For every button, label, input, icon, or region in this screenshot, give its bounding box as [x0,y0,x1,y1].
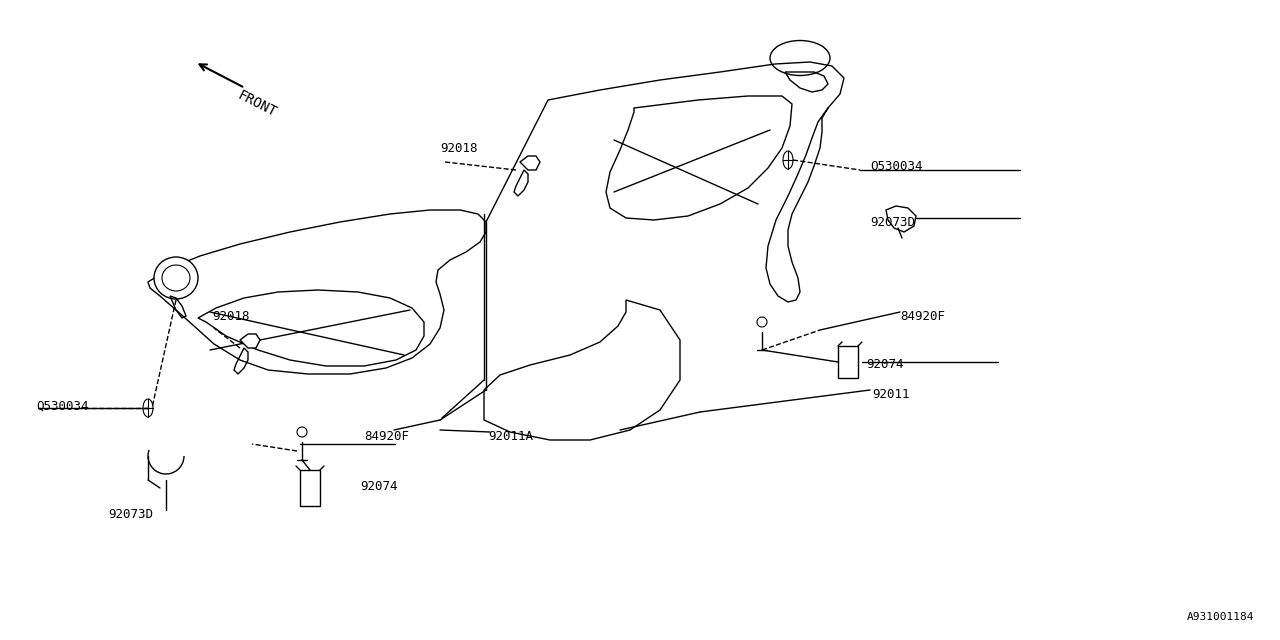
Text: 92018: 92018 [440,141,477,154]
Text: 92074: 92074 [867,358,904,371]
Ellipse shape [143,399,154,417]
Text: FRONT: FRONT [236,88,279,120]
Ellipse shape [756,317,767,327]
Text: 92073D: 92073D [108,508,154,520]
Ellipse shape [154,257,198,299]
Text: 92074: 92074 [360,479,398,493]
Polygon shape [241,334,260,348]
Polygon shape [520,156,540,170]
Ellipse shape [297,427,307,437]
Text: Q530034: Q530034 [870,159,923,173]
Ellipse shape [783,151,794,169]
Text: 92011A: 92011A [488,429,532,442]
Text: 92011: 92011 [872,388,910,401]
Text: 92073D: 92073D [870,216,915,228]
Text: 92018: 92018 [212,310,250,323]
Text: Q530034: Q530034 [36,399,88,413]
Text: 84920F: 84920F [900,310,945,323]
Text: A931001184: A931001184 [1187,612,1254,622]
Text: 84920F: 84920F [364,429,410,442]
